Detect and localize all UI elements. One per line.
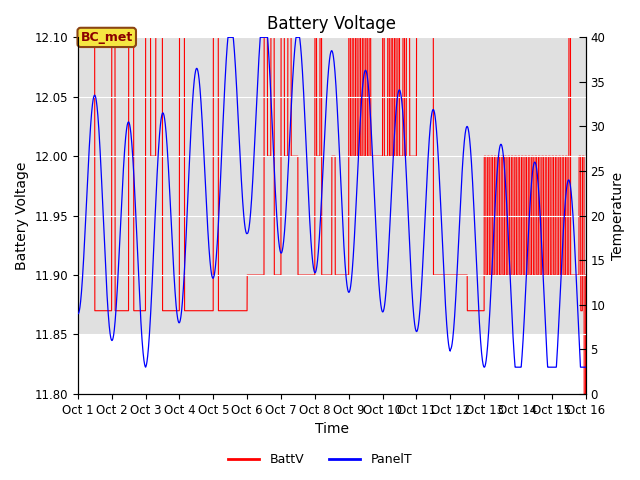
Y-axis label: Temperature: Temperature (611, 171, 625, 260)
Bar (78, 37, 586, 335)
Title: Battery Voltage: Battery Voltage (268, 15, 396, 33)
Text: BC_met: BC_met (81, 31, 133, 44)
Y-axis label: Battery Voltage: Battery Voltage (15, 161, 29, 270)
X-axis label: Time: Time (315, 422, 349, 436)
Legend: BattV, PanelT: BattV, PanelT (223, 448, 417, 471)
